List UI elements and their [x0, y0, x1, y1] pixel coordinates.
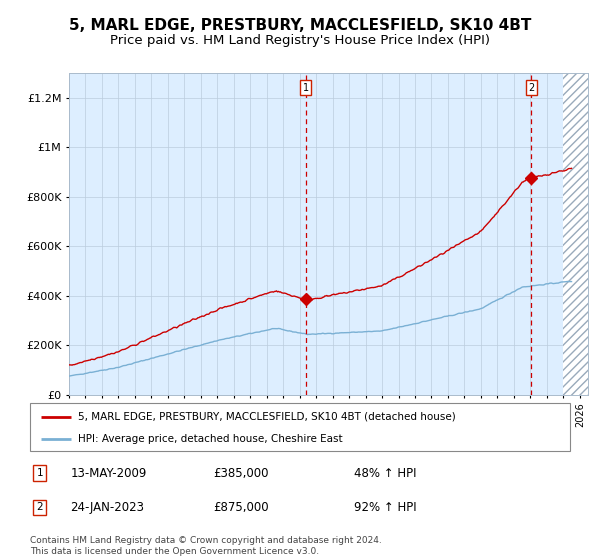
Text: Price paid vs. HM Land Registry's House Price Index (HPI): Price paid vs. HM Land Registry's House …	[110, 34, 490, 47]
Text: HPI: Average price, detached house, Cheshire East: HPI: Average price, detached house, Ches…	[77, 434, 342, 444]
Text: 5, MARL EDGE, PRESTBURY, MACCLESFIELD, SK10 4BT: 5, MARL EDGE, PRESTBURY, MACCLESFIELD, S…	[69, 18, 531, 32]
Text: Contains HM Land Registry data © Crown copyright and database right 2024.
This d: Contains HM Land Registry data © Crown c…	[30, 536, 382, 556]
Text: 92% ↑ HPI: 92% ↑ HPI	[354, 501, 416, 514]
Text: 1: 1	[303, 83, 309, 92]
Text: 1: 1	[37, 468, 43, 478]
Text: 2: 2	[529, 83, 535, 92]
Text: 5, MARL EDGE, PRESTBURY, MACCLESFIELD, SK10 4BT (detached house): 5, MARL EDGE, PRESTBURY, MACCLESFIELD, S…	[77, 412, 455, 422]
Text: 2: 2	[37, 502, 43, 512]
Text: £875,000: £875,000	[214, 501, 269, 514]
Bar	[563, 73, 588, 395]
Text: 48% ↑ HPI: 48% ↑ HPI	[354, 467, 416, 480]
Text: 24-JAN-2023: 24-JAN-2023	[71, 501, 145, 514]
Text: 13-MAY-2009: 13-MAY-2009	[71, 467, 147, 480]
Text: £385,000: £385,000	[214, 467, 269, 480]
FancyBboxPatch shape	[30, 403, 570, 451]
